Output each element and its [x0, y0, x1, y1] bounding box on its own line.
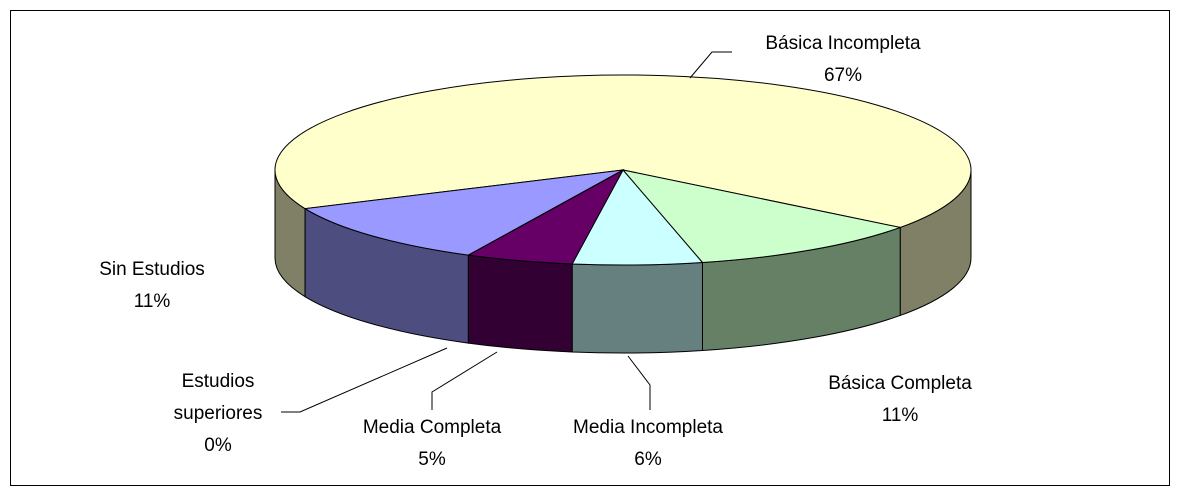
leaders	[281, 51, 732, 413]
label-value: 5%	[418, 449, 446, 470]
slice	[303, 169, 624, 256]
data-label: Media Completa 5%	[363, 412, 501, 476]
data-label: Media Incompleta 6%	[573, 412, 723, 476]
data-label: Básica Completa 11%	[828, 368, 972, 432]
label-value: 11%	[881, 405, 919, 426]
tops	[274, 74, 972, 266]
data-label: Estudios superiores 0%	[163, 366, 273, 462]
slice-side	[571, 261, 703, 354]
slice	[274, 74, 972, 228]
label-name: Media Completa	[362, 417, 502, 438]
leader-line	[689, 51, 732, 79]
sides	[274, 169, 972, 354]
label-value: 0%	[204, 435, 232, 456]
label-value: 11%	[133, 291, 171, 312]
leader-line	[431, 351, 498, 410]
leader-line	[627, 355, 651, 410]
label-value: 67%	[823, 65, 863, 86]
label-name: Básica Completa	[828, 373, 972, 394]
slice	[571, 169, 704, 266]
data-label: Básica Incompleta 67%	[765, 28, 920, 92]
data-label: Sin Estudios 11%	[99, 254, 205, 318]
slice	[621, 169, 903, 264]
label-name: Media Incompleta	[573, 417, 723, 438]
leader-line	[281, 347, 448, 413]
label-name: Estudios superiores	[173, 371, 263, 424]
label-name: Sin Estudios	[99, 259, 205, 280]
label-name: Básica Incompleta	[765, 33, 921, 54]
label-value: 6%	[634, 449, 662, 470]
slice-side	[467, 254, 573, 353]
